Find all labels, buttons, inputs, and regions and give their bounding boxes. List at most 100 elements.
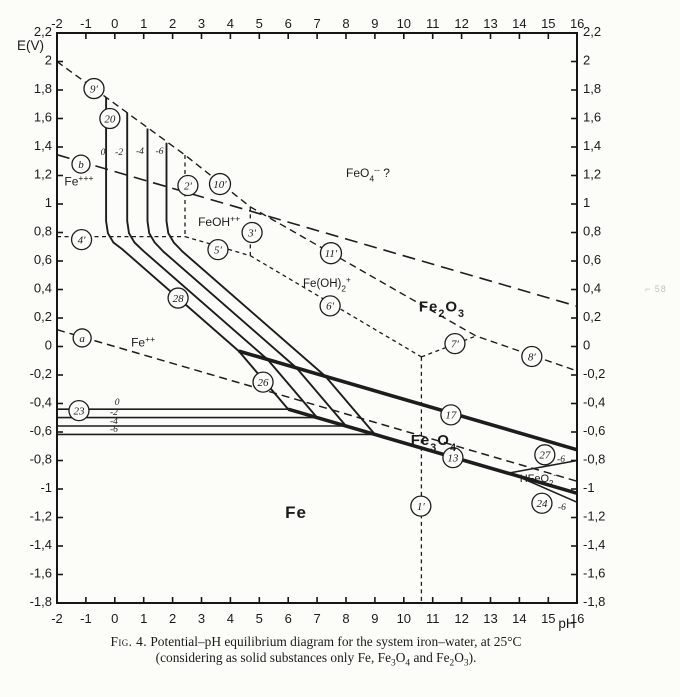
x-label-top-8: 8 xyxy=(342,16,349,31)
x-label-top-10: 10 xyxy=(397,16,411,31)
circle-label-26: 26 xyxy=(258,377,270,389)
x-label-top-3: 3 xyxy=(198,16,205,31)
circle-4 xyxy=(70,228,93,251)
y-label-right-1-8: -1,8 xyxy=(583,594,605,609)
x-label-bottom-1: 1 xyxy=(140,611,147,626)
circle-26 xyxy=(252,371,274,393)
circle-label-28: 28 xyxy=(173,293,185,305)
y-label-right-1-2: 1,2 xyxy=(583,167,601,182)
conc-label-5-2: -2 xyxy=(110,408,118,418)
figure-caption: Fig. 4. Potential–pH equilibrium diagram… xyxy=(0,634,632,672)
circle-3 xyxy=(241,221,263,244)
axis-titles: E(V) pH xyxy=(17,38,576,631)
line-20-28-26-log-2 xyxy=(126,112,318,419)
y-label-left-1-4: -1,4 xyxy=(30,537,52,552)
line-a-hydrogen-water xyxy=(56,328,578,483)
circle-label-17: 17 xyxy=(445,410,457,422)
circle-label-10: 10′ xyxy=(213,179,227,191)
conc-label-4-0: 0 xyxy=(115,398,120,408)
region-label-FeOH: FeOH++ xyxy=(198,214,240,230)
boundary-lines xyxy=(56,60,578,603)
circle-27 xyxy=(534,444,556,466)
line-13-fe-fe3o4 xyxy=(287,407,578,496)
line-17-fe3o4-fe2o3 xyxy=(238,349,578,452)
circle-28 xyxy=(167,287,189,309)
y-label-right-0: 0 xyxy=(583,338,590,353)
circle-label-11: 11′ xyxy=(325,248,338,260)
region-label-Fe: Fe++ xyxy=(131,334,155,350)
caption-line-1: Fig. 4. Potential–pH equilibrium diagram… xyxy=(0,634,632,650)
y-label-right-0-4: -0,4 xyxy=(583,395,605,410)
circle-label-6: 6′ xyxy=(326,301,335,313)
circle-label-4: 4′ xyxy=(78,234,87,246)
x-label-bottom-0: 0 xyxy=(111,611,118,626)
circle-label-7: 7′ xyxy=(451,338,460,350)
line-7p xyxy=(421,335,477,358)
x-label-bottom-8: 8 xyxy=(342,611,349,626)
print-artifact: ⌐ 58 xyxy=(645,284,667,294)
y-label-left-0-8: -0,8 xyxy=(30,452,52,467)
circle-1 xyxy=(410,495,432,517)
conc-label-0-0: 0 xyxy=(101,148,106,158)
scan-artifacts: ⌐ 58 xyxy=(645,284,667,294)
x-label-bottom-6: 6 xyxy=(285,611,292,626)
circle-6 xyxy=(319,295,341,317)
x-label-bottom-7: 7 xyxy=(313,611,320,626)
circle-label-2: 2′ xyxy=(184,180,193,192)
x-label-top-2: 2 xyxy=(169,16,176,31)
region-label-HFeO-2: HFeO2- xyxy=(520,471,557,488)
circle-11 xyxy=(319,242,343,265)
x-label-bottom-12: 12 xyxy=(454,611,468,626)
circle-label-1: 1′ xyxy=(417,501,426,513)
circle-13 xyxy=(442,446,464,469)
circle-b xyxy=(71,154,91,174)
ph-axis-title: pH xyxy=(558,616,575,631)
x-label-top-6: 6 xyxy=(285,16,292,31)
y-label-left-0-8: 0,8 xyxy=(34,224,52,239)
caption-line-1-text: Potential–pH equilibrium diagram for the… xyxy=(150,634,522,649)
conc-label-1-2: -2 xyxy=(115,148,123,158)
conc-label-9-6: -6 xyxy=(558,503,566,513)
y-label-right-1-4: -1,4 xyxy=(583,537,605,552)
y-label-left-1-8: 1,8 xyxy=(34,81,52,96)
conc-label-2-4: -4 xyxy=(136,147,144,157)
y-label-right-1: -1 xyxy=(583,480,595,495)
x-label-bottom-3: 3 xyxy=(198,611,205,626)
circle-24 xyxy=(531,492,553,514)
y-label-left-0-4: 0,4 xyxy=(34,281,52,296)
region-label-FeO-4: FeO4-- ? xyxy=(346,165,390,184)
x-label-top-12: 12 xyxy=(454,16,468,31)
x-label-bottom-16: 16 xyxy=(570,611,584,626)
y-label-left-0-2: -0,2 xyxy=(30,366,52,381)
concentration-labels: 0 -2 -4 -60-2-4-6-6-6 xyxy=(101,147,567,513)
x-label-top-13: 13 xyxy=(483,16,497,31)
y-label-right-2: 2 xyxy=(583,53,590,68)
circle-label-20: 20 xyxy=(104,113,116,125)
region-label-Fe: Fe+++ xyxy=(64,173,93,189)
circle-label-9: 9′ xyxy=(90,83,99,95)
axis-ticks xyxy=(56,32,579,604)
y-label-right-0-4: 0,4 xyxy=(583,281,601,296)
x-label-bottom-11: 11 xyxy=(426,611,440,626)
y-label-left-0-4: -0,4 xyxy=(30,395,52,410)
region-label-Fe-2-O-3: Fe2O3 xyxy=(419,298,465,320)
y-label-right-1: 1 xyxy=(583,195,590,210)
pourbaix-diagram-svg: -2-2-1-100112233445566778899101011111212… xyxy=(17,16,667,631)
y-label-right-2-2: 2,2 xyxy=(583,24,601,39)
y-label-left-1-6: 1,6 xyxy=(34,110,52,125)
y-label-right-1-8: 1,8 xyxy=(583,81,601,96)
circle-10 xyxy=(208,172,232,196)
y-label-left-1: 1 xyxy=(45,195,52,210)
y-label-left-1-6: -1,6 xyxy=(30,566,52,581)
circle-7 xyxy=(444,332,466,355)
circle-2 xyxy=(177,174,199,197)
x-label-bottom-1: -1 xyxy=(80,611,92,626)
circle-5 xyxy=(207,238,229,261)
conc-label-8-6: -6 xyxy=(557,455,565,465)
y-label-left-0: 0 xyxy=(45,338,52,353)
circle-8 xyxy=(521,345,543,368)
circle-label-a: a xyxy=(79,333,85,345)
line-20-28-26-log0 xyxy=(105,97,289,410)
caption-line-2: (considering as solid substances only Fe… xyxy=(155,649,477,669)
x-label-bottom-9: 9 xyxy=(371,611,378,626)
